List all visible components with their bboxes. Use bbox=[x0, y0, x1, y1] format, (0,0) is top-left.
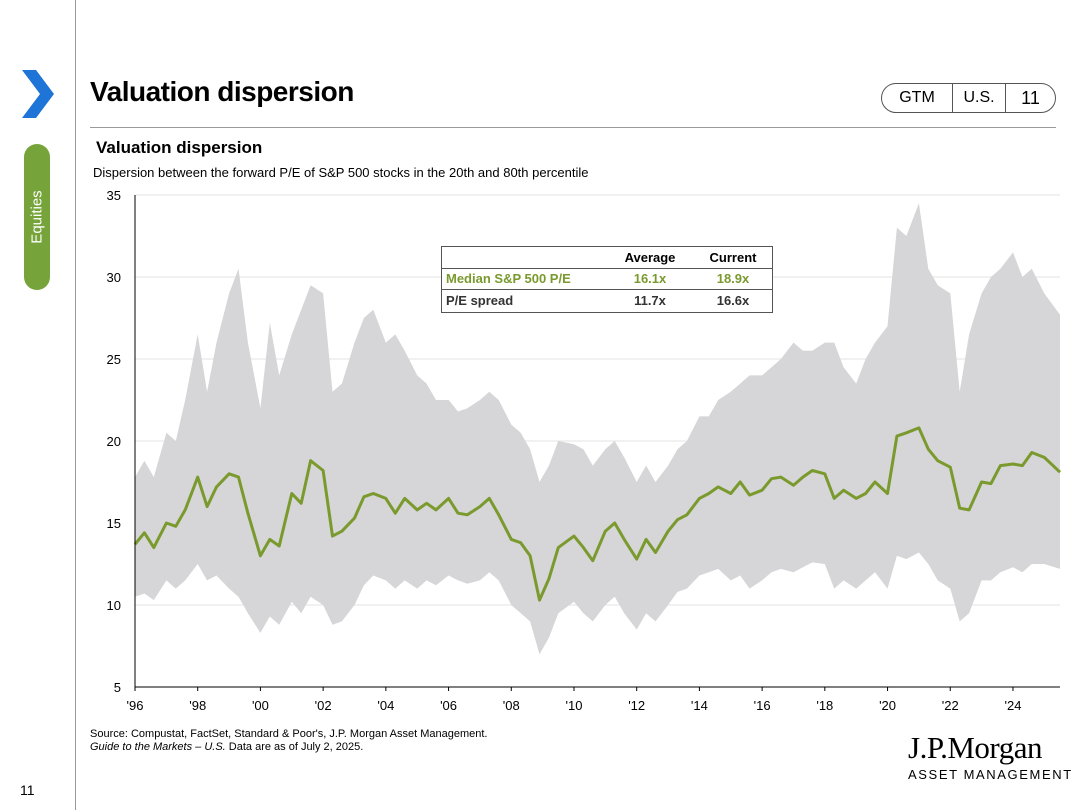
x-tick-label: '08 bbox=[503, 698, 520, 713]
y-tick-label: 30 bbox=[107, 270, 121, 285]
x-tick-label: '20 bbox=[879, 698, 896, 713]
x-tick-label: '96 bbox=[127, 698, 144, 713]
legend-label: Median S&P 500 P/E bbox=[446, 271, 571, 286]
x-tick-label: '00 bbox=[252, 698, 269, 713]
legend-row-spread: P/E spread 11.7x 16.6x bbox=[442, 290, 772, 311]
page-title: Valuation dispersion bbox=[90, 76, 354, 107]
chevron-right-icon bbox=[22, 70, 54, 118]
gtm-pill: GTM U.S. 11 bbox=[881, 83, 1056, 113]
x-tick-label: '16 bbox=[754, 698, 771, 713]
chart-subtitle: Dispersion between the forward P/E of S&… bbox=[93, 165, 589, 180]
y-tick-label: 25 bbox=[107, 352, 121, 367]
pill-page: 11 bbox=[1021, 87, 1040, 108]
page-number: 11 bbox=[20, 782, 35, 798]
x-tick-label: '18 bbox=[816, 698, 833, 713]
legend-table: Average Current Median S&P 500 P/E 16.1x… bbox=[441, 246, 773, 313]
legend-current: 16.6x bbox=[716, 293, 750, 308]
guide-rest: Data are as of July 2, 2025. bbox=[225, 741, 364, 753]
x-tick-label: '04 bbox=[377, 698, 394, 713]
legend-label: P/E spread bbox=[446, 293, 514, 308]
guide-italic: Guide to the Markets – U.S. bbox=[90, 741, 226, 753]
chart-title: Valuation dispersion bbox=[96, 138, 263, 157]
legend-header-average: Average bbox=[624, 250, 676, 265]
y-tick-label: 5 bbox=[114, 680, 121, 695]
pill-region: U.S. bbox=[953, 84, 1006, 112]
x-tick-label: '24 bbox=[1004, 698, 1021, 713]
pe-spread-band bbox=[135, 203, 1060, 655]
jpmorgan-logo: J.P.Morgan ASSET MANAGEMENT bbox=[908, 730, 1073, 782]
legend-current: 18.9x bbox=[716, 271, 750, 286]
pill-gtm: GTM bbox=[882, 84, 953, 112]
guide-line: Guide to the Markets – U.S. Data are as … bbox=[90, 741, 488, 754]
x-tick-label: '14 bbox=[691, 698, 708, 713]
x-tick-label: '22 bbox=[942, 698, 959, 713]
source-note: Source: Compustat, FactSet, Standard & P… bbox=[90, 728, 488, 754]
left-divider bbox=[75, 0, 76, 810]
x-tick-label: '12 bbox=[628, 698, 645, 713]
x-tick-label: '02 bbox=[315, 698, 332, 713]
y-tick-label: 10 bbox=[107, 598, 121, 613]
y-tick-label: 35 bbox=[107, 188, 121, 203]
x-tick-label: '98 bbox=[189, 698, 206, 713]
legend-header-current: Current bbox=[709, 250, 757, 265]
y-tick-label: 15 bbox=[107, 516, 121, 531]
title-divider bbox=[90, 127, 1056, 128]
x-tick-label: '10 bbox=[566, 698, 583, 713]
x-tick-label: '06 bbox=[440, 698, 457, 713]
median-pe-line bbox=[133, 426, 1062, 602]
y-tick-label: 20 bbox=[107, 434, 121, 449]
legend-average: 16.1x bbox=[633, 271, 667, 286]
logo-name: J.P.Morgan bbox=[908, 730, 1042, 765]
legend-header-row: Average Current bbox=[442, 247, 772, 269]
logo-subtitle: ASSET MANAGEMENT bbox=[908, 767, 1073, 782]
section-tab-equities[interactable]: Equities bbox=[24, 144, 50, 290]
source-line: Source: Compustat, FactSet, Standard & P… bbox=[90, 728, 488, 740]
legend-average: 11.7x bbox=[634, 293, 666, 308]
legend-row-median: Median S&P 500 P/E 16.1x 18.9x bbox=[442, 268, 772, 290]
